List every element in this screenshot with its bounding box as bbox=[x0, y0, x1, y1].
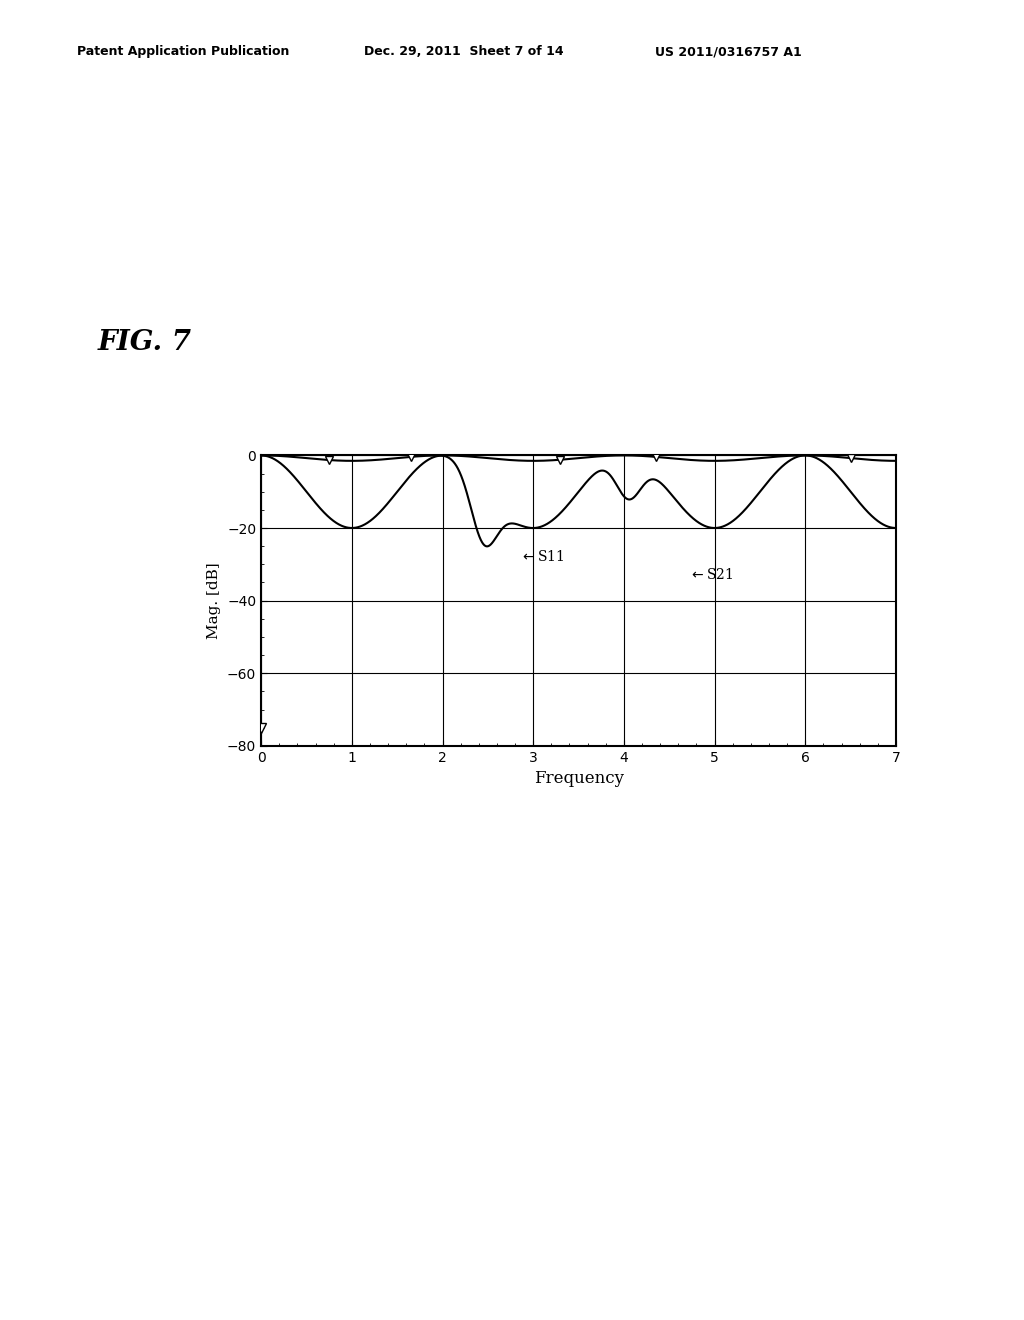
X-axis label: Frequency: Frequency bbox=[534, 770, 624, 787]
Text: $\leftarrow$S11: $\leftarrow$S11 bbox=[519, 549, 564, 564]
Text: US 2011/0316757 A1: US 2011/0316757 A1 bbox=[655, 45, 802, 58]
Text: FIG. 7: FIG. 7 bbox=[97, 329, 191, 356]
Text: $\leftarrow$S21: $\leftarrow$S21 bbox=[689, 566, 733, 582]
Y-axis label: Mag. [dB]: Mag. [dB] bbox=[208, 562, 221, 639]
Text: Dec. 29, 2011  Sheet 7 of 14: Dec. 29, 2011 Sheet 7 of 14 bbox=[364, 45, 563, 58]
Text: Patent Application Publication: Patent Application Publication bbox=[77, 45, 289, 58]
